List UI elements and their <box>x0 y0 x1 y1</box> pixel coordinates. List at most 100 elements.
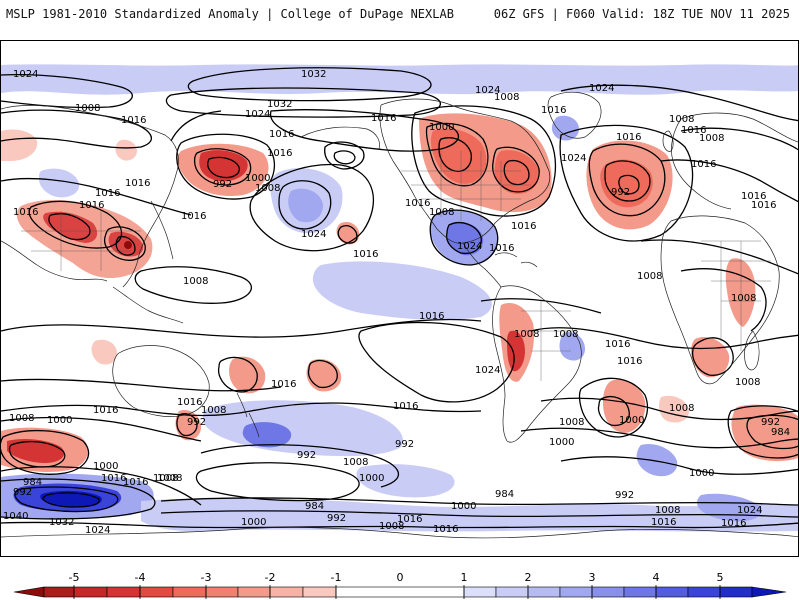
isobar-line <box>217 356 258 393</box>
isobar-contours <box>1 67 798 529</box>
isobar-label: 1032 <box>301 69 326 80</box>
anomaly-africa-east <box>725 258 756 327</box>
isobar-line <box>1 429 90 475</box>
isobar-line <box>14 486 119 513</box>
isobar-label: 1016 <box>681 125 706 136</box>
isobar-label: 1000 <box>619 415 644 426</box>
isobar-label: 1008 <box>379 521 404 532</box>
isobar-label: 1008 <box>429 207 454 218</box>
isobar-line <box>680 268 767 332</box>
isobar-label: 1016 <box>433 524 458 535</box>
isobar-label: 1016 <box>269 129 294 140</box>
coast-se-asia <box>112 286 184 324</box>
colorbar-ticks: -5 -4 -3 -2 -1 0 1 2 3 4 5 <box>69 571 724 584</box>
coast-alaska <box>300 126 380 150</box>
isobar-line <box>680 127 798 151</box>
isobar-label: 1016 <box>691 159 716 170</box>
anomaly-south-atlantic <box>603 379 646 433</box>
isobar-line <box>324 141 365 170</box>
political-boundaries <box>21 151 771 381</box>
colorbar-band <box>623 586 657 598</box>
isobar-label: 992 <box>213 179 232 190</box>
isobar-label: 1016 <box>125 178 150 189</box>
anomaly-tropical-pacific <box>312 261 492 320</box>
border-line <box>21 211 141 271</box>
coast-greenland <box>547 91 602 139</box>
isobar-label: 992 <box>611 187 630 198</box>
anomaly-great-lakes-core <box>494 150 540 194</box>
isobar-label: 1016 <box>371 113 396 124</box>
anomaly-gulf-mexico-core <box>446 221 484 256</box>
isobar-line <box>270 109 460 152</box>
anomaly-east-asia-core <box>43 211 98 243</box>
coast-north-america <box>379 98 551 244</box>
colorbar-tick-label: -5 <box>69 571 80 584</box>
isobar-line <box>170 110 222 142</box>
colorbar-tick-label: -3 <box>201 571 212 584</box>
colorbar-band <box>237 586 271 598</box>
colorbar-band <box>106 586 141 598</box>
isobar-label: 1008 <box>9 413 34 424</box>
isobar-label: 1016 <box>271 379 296 390</box>
isobar-labels: 1024 1032 1032 1024 1024 1024 1008 1016 … <box>3 69 790 536</box>
colorbar-tick-label: 0 <box>397 571 404 584</box>
colorbar-band <box>302 586 337 598</box>
anomaly-siberia <box>39 168 80 198</box>
border-line <box>521 301 576 381</box>
isobar-line <box>660 159 798 203</box>
isobar-label: 984 <box>771 427 790 438</box>
isobar-line <box>187 67 432 102</box>
colorbar-tick-label: -4 <box>135 571 146 584</box>
anomaly-north-america-core <box>430 128 487 184</box>
anomaly-south-pacific <box>229 356 266 394</box>
isobar-line <box>560 456 798 475</box>
isobar-line <box>200 444 400 488</box>
isobar-line <box>411 105 556 217</box>
coastlines <box>1 91 798 539</box>
anomaly-small-1 <box>115 139 137 161</box>
isobar-line <box>1 416 202 442</box>
isobar-label: 1008 <box>153 473 178 484</box>
anomaly-arctic-band <box>1 64 798 95</box>
isobar-label: 1000 <box>429 122 454 133</box>
isobar-label: 1016 <box>605 339 630 350</box>
anomaly-africa-south <box>691 336 730 378</box>
isobar-label: 1016 <box>177 397 202 408</box>
colorbar-right-arrow <box>751 586 787 598</box>
coast-caribbean <box>494 252 538 268</box>
isobar-line <box>1 478 156 520</box>
anomaly-pacific-high-core <box>288 188 323 223</box>
isobar-line <box>640 239 798 275</box>
colorbar-tick-label: -2 <box>265 571 276 584</box>
border-line <box>701 240 771 351</box>
isobar-label: 984 <box>23 477 42 488</box>
isobar-label: 1016 <box>751 200 776 211</box>
colorbar: -5 -4 -3 -2 -1 0 1 2 3 4 5 <box>0 570 800 600</box>
isobar-label: 1000 <box>245 173 270 184</box>
isobar-label: 1016 <box>121 115 146 126</box>
isobar-line <box>195 462 360 502</box>
colorbar-band <box>655 586 689 598</box>
isobar-label: 1024 <box>475 85 500 96</box>
isobar-line <box>333 150 356 165</box>
isobar-label: 1024 <box>245 109 270 120</box>
isobar-label: 1016 <box>101 473 126 484</box>
isobar-label: 1016 <box>13 207 38 218</box>
colorbar-band <box>463 586 497 598</box>
coast-uk <box>662 130 674 152</box>
isobar-label: 1016 <box>405 198 430 209</box>
isobar-label: 1016 <box>617 356 642 367</box>
isobar-label: 992 <box>327 513 346 524</box>
isobar-line <box>103 226 146 261</box>
colorbar-band <box>73 586 108 598</box>
coast-nz <box>236 392 260 438</box>
colorbar-band <box>269 586 304 598</box>
isobar-label: 1016 <box>353 249 378 260</box>
anomaly-south-america-blue <box>559 331 585 361</box>
isobar-line <box>492 146 540 193</box>
isobar-label: 1016 <box>489 243 514 254</box>
coast-africa <box>660 215 780 385</box>
border-line <box>401 151 531 221</box>
colorbar-left-arrow <box>13 586 45 598</box>
isobar-label: 1016 <box>95 188 120 199</box>
